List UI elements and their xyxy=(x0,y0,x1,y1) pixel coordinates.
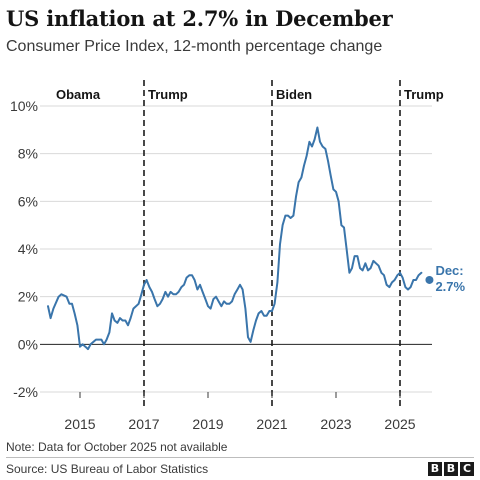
footer-divider xyxy=(6,457,474,458)
december-label-month: Dec: xyxy=(435,263,463,278)
x-tick-label: 2021 xyxy=(256,416,287,432)
chart-source: Source: US Bureau of Labor Statistics xyxy=(6,462,209,476)
inflation-line-chart: Obama Trump Biden Trump -2% 0% 2% 4% 6% 8% 10% 20… xyxy=(10,80,466,432)
presidency-label-biden: Biden xyxy=(276,87,312,102)
logo-letter-c: C xyxy=(460,462,474,476)
y-tick-label: 8% xyxy=(18,146,38,162)
y-tick-label: 10% xyxy=(10,98,38,114)
presidency-label-trump: Trump xyxy=(404,87,444,102)
presidency-label-trump: Trump xyxy=(148,87,188,102)
x-tick-label: 2023 xyxy=(320,416,351,432)
chart-title: US inflation at 2.7% in December xyxy=(6,6,393,31)
chart-note: Note: Data for October 2025 not availabl… xyxy=(6,440,228,454)
y-tick-label: 2% xyxy=(18,289,38,305)
y-tick-label: 4% xyxy=(18,241,38,257)
y-tick-label: 0% xyxy=(18,336,38,352)
cpi-series-line xyxy=(47,126,423,351)
x-tick-label: 2025 xyxy=(384,416,415,432)
y-tick-label: -2% xyxy=(13,384,38,400)
logo-letter-b1: B xyxy=(428,462,442,476)
december-label-value: 2.7% xyxy=(435,279,465,294)
x-tick-label: 2015 xyxy=(64,416,95,432)
logo-letter-b2: B xyxy=(444,462,458,476)
presidency-label-obama: Obama xyxy=(56,87,101,102)
y-tick-label: 6% xyxy=(18,193,38,209)
x-tick-label: 2017 xyxy=(128,416,159,432)
x-tick-label: 2019 xyxy=(192,416,223,432)
december-point xyxy=(425,275,434,284)
bbc-logo: B B C xyxy=(428,462,474,476)
chart-subtitle: Consumer Price Index, 12-month percentag… xyxy=(6,38,383,55)
